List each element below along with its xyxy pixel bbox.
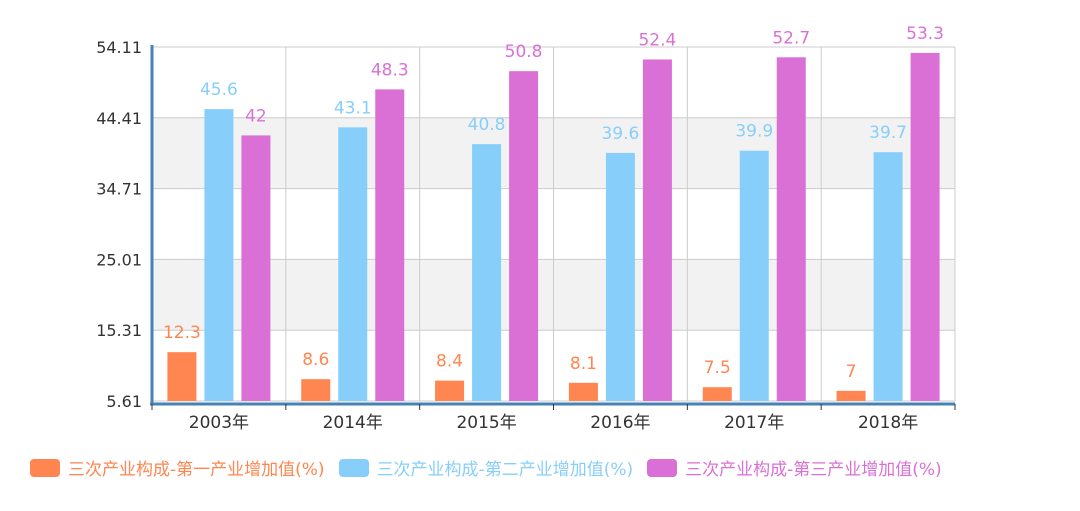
y-tick-label: 5.61 — [106, 392, 142, 411]
bar-chart-svg: 5.61 15.31 25.01 34.71 44.41 54.11 12.3 45.6 42 2… — [96, 24, 956, 433]
bar-secondary-industry — [472, 144, 502, 401]
data-label-secondary-industry: 39.9 — [735, 122, 773, 142]
y-tick-label: 34.71 — [96, 180, 142, 199]
x-tick-label: 2003年 — [189, 413, 249, 433]
bar-primary-industry — [435, 380, 465, 401]
bar-tertiary-industry — [509, 71, 539, 402]
x-tick-label: 2016年 — [590, 413, 650, 433]
bar-secondary-industry — [739, 150, 769, 401]
data-label-primary-industry: 8.6 — [302, 350, 329, 370]
data-label-tertiary-industry: 52.4 — [638, 30, 676, 50]
y-tick-label: 44.41 — [96, 109, 142, 128]
bar-tertiary-industry — [776, 57, 806, 402]
bar-secondary-industry — [204, 109, 234, 401]
legend-label: 三次产业构成-第一产业增加值(%) — [68, 460, 325, 480]
bar-secondary-industry — [338, 127, 368, 402]
data-label-secondary-industry: 43.1 — [334, 98, 372, 118]
data-label-tertiary-industry: 42 — [245, 106, 267, 126]
legend-swatch — [647, 458, 678, 477]
data-label-primary-industry: 8.1 — [570, 354, 597, 374]
data-label-tertiary-industry: 48.3 — [371, 60, 409, 80]
bar-tertiary-industry — [375, 89, 405, 401]
legend-swatch — [338, 458, 369, 477]
legend-swatch — [30, 458, 60, 477]
data-label-tertiary-industry: 52.7 — [772, 28, 810, 48]
legend-label: 三次产业构成-第三产业增加值(%) — [685, 460, 942, 480]
x-tick-label: 2018年 — [858, 413, 918, 433]
data-label-primary-industry: 12.3 — [163, 323, 201, 343]
y-tick-label: 15.31 — [96, 321, 142, 340]
data-label-tertiary-industry: 53.3 — [906, 24, 944, 44]
data-label-tertiary-industry: 50.8 — [505, 42, 543, 62]
y-tick-label: 54.11 — [96, 38, 142, 57]
bar-primary-industry — [301, 379, 331, 401]
data-label-secondary-industry: 45.6 — [200, 80, 238, 100]
legend-item[interactable]: 三次产业构成-第二产业增加值(%) — [338, 455, 634, 480]
y-tick-label: 25.01 — [96, 250, 142, 269]
bar-secondary-industry — [873, 152, 903, 401]
x-tick-label: 2017年 — [724, 413, 784, 433]
bar-tertiary-industry — [241, 135, 271, 402]
data-label-primary-industry: 7.5 — [704, 358, 731, 378]
data-label-secondary-industry: 39.6 — [601, 124, 639, 144]
bar-tertiary-industry — [910, 52, 940, 401]
bar-primary-industry — [167, 352, 197, 401]
legend-item[interactable]: 三次产业构成-第三产业增加值(%) — [647, 455, 942, 480]
data-label-secondary-industry: 39.7 — [869, 123, 907, 143]
x-tick-label: 2014年 — [323, 413, 383, 433]
bar-primary-industry — [702, 387, 732, 401]
bar-primary-industry — [836, 390, 866, 401]
legend: 三次产业构成-第一产业增加值(%) 三次产业构成-第二产业增加值(%) 三次产业构成… — [30, 455, 942, 480]
legend-item[interactable]: 三次产业构成-第一产业增加值(%) — [30, 455, 325, 480]
legend-label: 三次产业构成-第二产业增加值(%) — [376, 460, 634, 480]
x-tick-label: 2015年 — [456, 413, 516, 433]
data-label-primary-industry: 7 — [846, 362, 857, 382]
data-label-secondary-industry: 40.8 — [468, 115, 506, 135]
data-label-primary-industry: 8.4 — [436, 352, 463, 372]
bar-tertiary-industry — [642, 59, 672, 402]
bar-secondary-industry — [605, 152, 635, 401]
bar-primary-industry — [568, 382, 598, 401]
